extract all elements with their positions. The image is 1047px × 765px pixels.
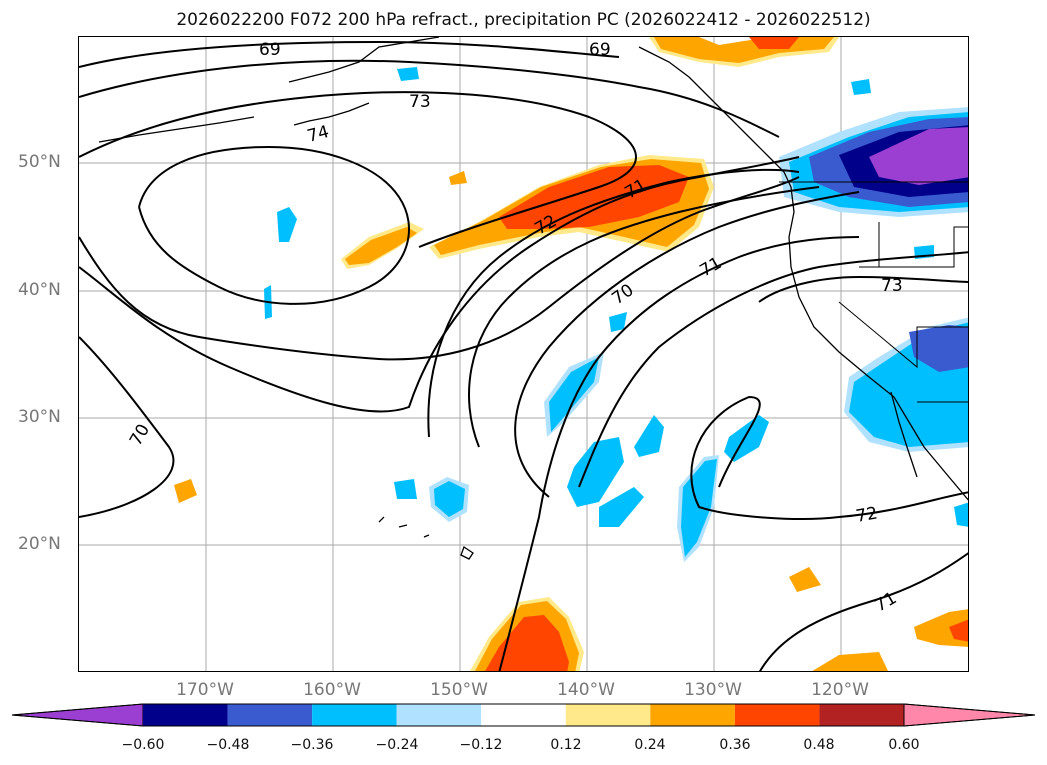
contour-label: 69 [259,40,281,60]
colorbar-cell [396,704,482,726]
map-canvas: 69 69 73 74 72 71 71 70 73 70 72 71 [79,37,968,671]
contour-label: 73 [409,92,431,112]
latitude-label: 50°N [18,152,61,172]
colorbar-tick-label: −0.24 [375,737,419,753]
colorbar-tick-label: −0.48 [206,737,250,753]
colorbar-tick-label: 0.60 [888,737,920,753]
colorbar-cell [565,704,651,726]
contour-label: 72 [854,503,879,526]
longitude-label: 150°W [430,680,488,700]
colorbar-cell [819,704,904,726]
colorbar-tick-label: 0.24 [634,737,666,753]
longitude-label: 120°W [811,680,869,700]
colorbar-tick-label: −0.12 [459,737,503,753]
contour-label: 70 [608,280,637,309]
latitude-label: 20°N [18,534,61,554]
negative-anomaly-areas [264,67,968,562]
contour-lines [79,40,968,671]
colorbar-tick-label: 0.48 [803,737,835,753]
longitude-label: 130°W [684,680,742,700]
coastlines [98,37,968,560]
positive-anomaly-areas [174,37,968,671]
contour-label: 73 [881,276,903,296]
colorbar-cell [143,704,228,726]
colorbar-cell [227,704,313,726]
colorbar-tick-label: −0.60 [121,737,165,753]
colorbar [11,703,1036,727]
longitude-label: 160°W [303,680,361,700]
colorbar-outline [11,703,1036,727]
contour-label: 74 [305,122,331,147]
contour-label: 69 [589,40,611,60]
colorbar-tick-label: −0.36 [290,737,334,753]
colorbar-cell [734,704,820,726]
longitude-label: 140°W [557,680,615,700]
colorbar-cell [312,704,397,726]
map-panel[interactable]: 69 69 73 74 72 71 71 70 73 70 72 71 [78,36,969,672]
colorbar-tick-label: 0.12 [550,737,582,753]
contour-labels: 69 69 73 74 72 71 71 70 73 70 72 71 [126,40,903,616]
colorbar-extend-min [11,703,144,727]
colorbar-extend-max [903,703,1036,727]
contour-label: 71 [697,253,726,281]
longitude-label: 170°W [176,680,234,700]
latitude-label: 30°N [18,407,61,427]
colorbar-cell [481,704,566,726]
colorbar-tick-label: 0.36 [719,737,751,753]
colorbar-cell [650,704,735,726]
boundaries [779,181,968,403]
map-title: 2026022200 F072 200 hPa refract., precip… [176,10,871,30]
latitude-label: 40°N [18,280,61,300]
contour-label: 70 [126,421,154,450]
